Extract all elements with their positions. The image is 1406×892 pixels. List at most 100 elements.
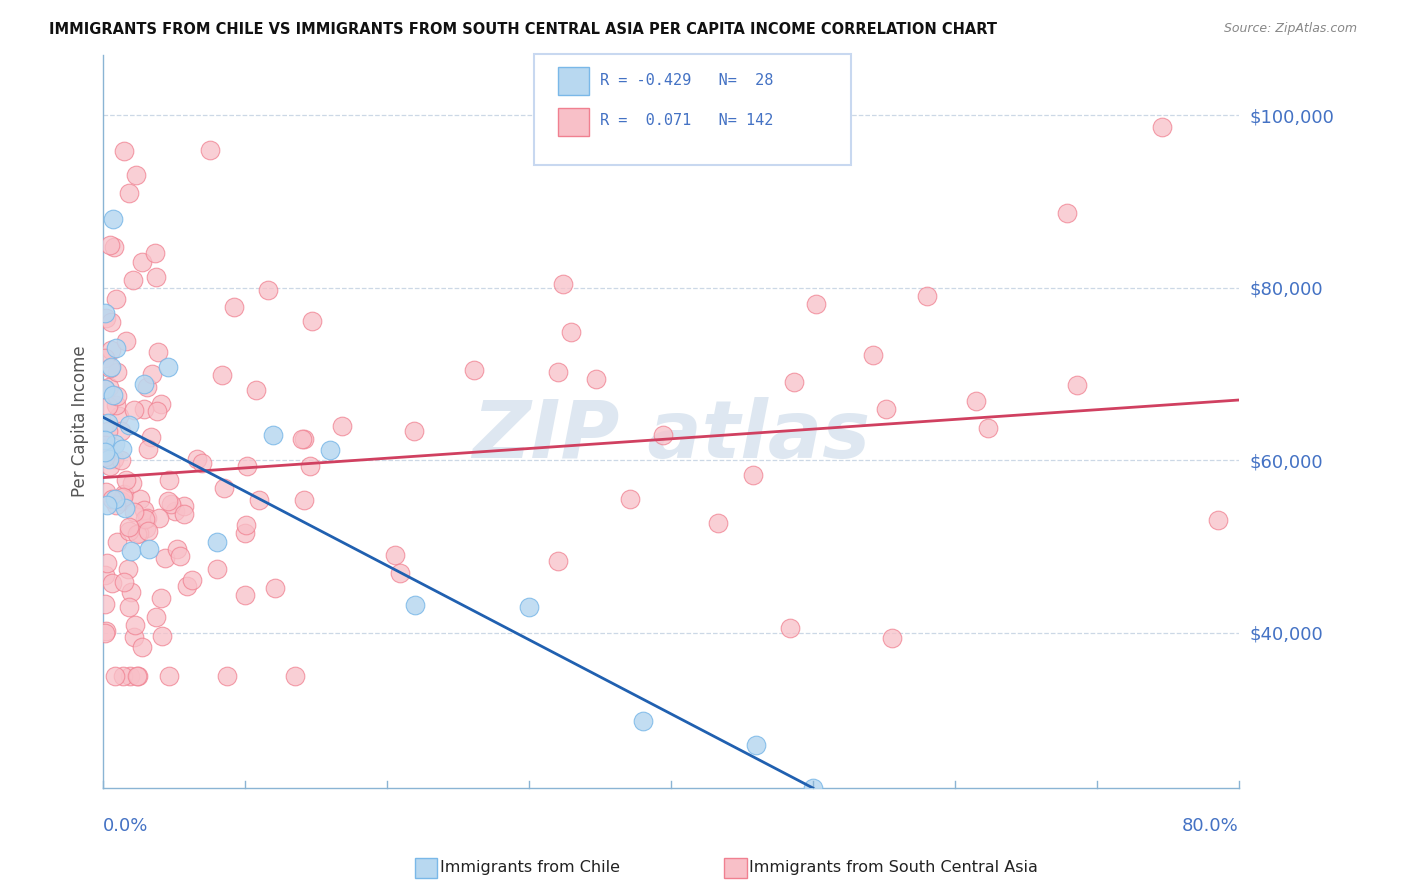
Point <box>150 629 173 643</box>
Point <box>93 306 115 320</box>
Point <box>93 445 115 459</box>
Point <box>101 211 124 226</box>
Point <box>783 375 806 389</box>
Point <box>104 498 127 512</box>
Point <box>163 504 186 518</box>
Point <box>104 436 127 450</box>
Point <box>118 524 141 538</box>
Point <box>96 556 118 570</box>
Point <box>264 582 287 596</box>
Point <box>619 491 641 506</box>
Text: 80.0%: 80.0% <box>1182 817 1239 835</box>
Point <box>104 669 127 683</box>
Point <box>118 417 141 432</box>
Point <box>801 780 824 795</box>
Point <box>135 521 157 535</box>
Point <box>94 485 117 500</box>
Point <box>1066 378 1088 392</box>
Point <box>100 492 122 507</box>
Point <box>125 527 148 541</box>
Point <box>98 458 121 473</box>
Point <box>384 548 406 562</box>
Point <box>631 714 654 729</box>
Point <box>114 501 136 516</box>
Point <box>136 442 159 456</box>
Point <box>205 562 228 576</box>
Point <box>118 600 141 615</box>
Point <box>245 383 267 397</box>
Point <box>402 425 425 439</box>
Point <box>301 314 323 328</box>
Point <box>115 334 138 348</box>
Point <box>330 418 353 433</box>
Point <box>110 424 132 438</box>
Point <box>862 348 884 362</box>
Point <box>98 380 121 394</box>
Point <box>585 372 607 386</box>
Point <box>101 575 124 590</box>
Point <box>110 493 132 508</box>
Point <box>122 506 145 520</box>
Point <box>547 554 569 568</box>
Point <box>173 507 195 521</box>
Text: R = -0.429   N=  28: R = -0.429 N= 28 <box>600 73 773 87</box>
Text: IMMIGRANTS FROM CHILE VS IMMIGRANTS FROM SOUTH CENTRAL ASIA PER CAPITA INCOME CO: IMMIGRANTS FROM CHILE VS IMMIGRANTS FROM… <box>49 22 997 37</box>
Point <box>233 588 256 602</box>
Point <box>292 432 315 446</box>
Point <box>122 403 145 417</box>
Point <box>125 169 148 183</box>
Point <box>257 283 280 297</box>
Point <box>136 524 159 538</box>
Point <box>93 433 115 447</box>
Point <box>205 534 228 549</box>
Text: Immigrants from South Central Asia: Immigrants from South Central Asia <box>749 860 1038 874</box>
Point <box>190 457 212 471</box>
Point <box>169 549 191 563</box>
Point <box>131 255 153 269</box>
Point <box>235 518 257 533</box>
Point <box>1206 513 1229 527</box>
Point <box>97 424 120 438</box>
Point <box>118 520 141 534</box>
Point <box>742 467 765 482</box>
Point <box>94 567 117 582</box>
Point <box>122 630 145 644</box>
Point <box>100 343 122 358</box>
Point <box>128 525 150 540</box>
Point <box>141 367 163 381</box>
Text: R =  0.071   N= 142: R = 0.071 N= 142 <box>600 113 773 128</box>
Point <box>128 492 150 507</box>
Point <box>156 494 179 508</box>
Point <box>547 365 569 379</box>
Point <box>146 404 169 418</box>
Point <box>298 459 321 474</box>
Point <box>560 326 582 340</box>
Point <box>157 473 180 487</box>
Point <box>108 409 131 423</box>
Point <box>120 585 142 599</box>
Point <box>111 490 134 504</box>
Point <box>117 186 139 200</box>
Point <box>181 573 204 587</box>
Point <box>233 525 256 540</box>
Point <box>148 345 170 359</box>
Point <box>779 621 801 635</box>
Point <box>110 453 132 467</box>
Point <box>176 579 198 593</box>
Point <box>117 562 139 576</box>
Point <box>880 631 903 645</box>
Point <box>263 427 285 442</box>
Point <box>94 597 117 611</box>
Point <box>1152 120 1174 134</box>
Point <box>93 383 115 397</box>
Point <box>115 474 138 488</box>
Point <box>120 543 142 558</box>
Point <box>97 416 120 430</box>
Y-axis label: Per Capita Income: Per Capita Income <box>72 346 89 498</box>
Point <box>93 626 115 640</box>
Point <box>159 497 181 511</box>
Text: Immigrants from Chile: Immigrants from Chile <box>440 860 620 874</box>
Point <box>104 491 127 506</box>
Point <box>104 398 127 412</box>
Point <box>127 669 149 683</box>
